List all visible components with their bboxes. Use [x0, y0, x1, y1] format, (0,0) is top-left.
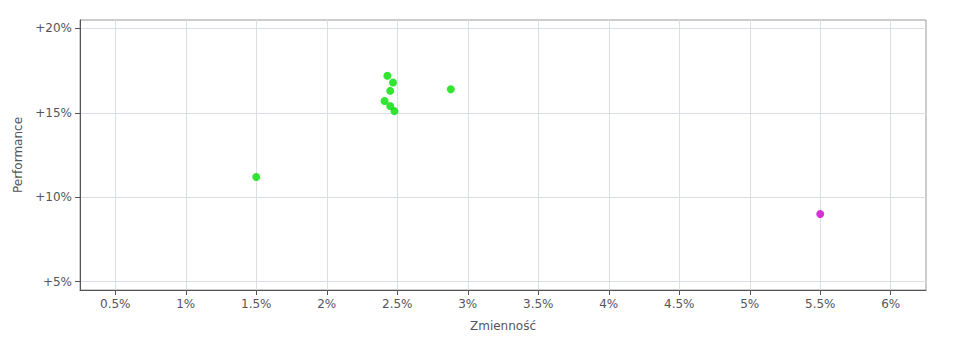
svg-text:0.5%: 0.5%: [100, 297, 131, 311]
svg-text:5%: 5%: [740, 297, 759, 311]
svg-text:Zmienność: Zmienność: [470, 319, 536, 333]
svg-text:+20%: +20%: [35, 21, 72, 35]
svg-text:+5%: +5%: [43, 275, 72, 289]
svg-text:1%: 1%: [176, 297, 195, 311]
svg-text:2%: 2%: [317, 297, 336, 311]
svg-text:1.5%: 1.5%: [241, 297, 272, 311]
svg-text:3%: 3%: [458, 297, 477, 311]
svg-text:4.5%: 4.5%: [664, 297, 695, 311]
svg-text:4%: 4%: [599, 297, 618, 311]
svg-text:+10%: +10%: [35, 190, 72, 204]
svg-text:5.5%: 5.5%: [805, 297, 836, 311]
svg-text:Performance: Performance: [11, 117, 25, 193]
svg-text:6%: 6%: [881, 297, 900, 311]
svg-text:2.5%: 2.5%: [382, 297, 413, 311]
svg-text:+15%: +15%: [35, 106, 72, 120]
svg-text:3.5%: 3.5%: [523, 297, 554, 311]
